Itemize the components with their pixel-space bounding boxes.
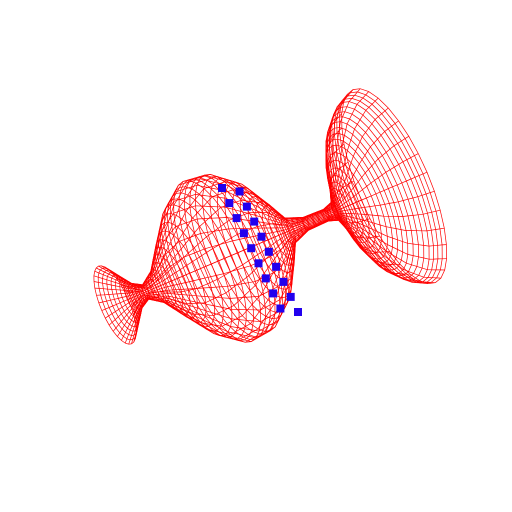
- mesh-meridian: [94, 143, 345, 292]
- marker-point: [279, 277, 288, 286]
- marker-point: [264, 247, 273, 256]
- marker-point: [239, 229, 248, 238]
- marker-point: [261, 274, 270, 283]
- mesh-meridian: [124, 153, 419, 293]
- marker-point: [254, 259, 263, 268]
- mesh-meridian: [93, 127, 343, 289]
- mesh-meridian: [128, 219, 429, 345]
- mesh-meridian: [94, 102, 344, 287]
- wireframe-mesh: [93, 88, 447, 345]
- marker-point: [242, 202, 251, 211]
- mesh-meridian: [101, 199, 362, 311]
- marker-point: [276, 304, 285, 313]
- marker-point: [272, 262, 281, 271]
- mesh-meridian: [96, 161, 349, 296]
- marker-point: [250, 217, 259, 226]
- marker-point: [269, 289, 278, 298]
- mesh-meridian: [93, 113, 342, 287]
- marker-point: [257, 232, 266, 241]
- marker-point: [218, 184, 226, 192]
- mesh-meridian: [130, 190, 435, 308]
- mesh-meridian: [112, 107, 389, 287]
- marker-point: [232, 214, 241, 223]
- mesh-meridian: [105, 213, 371, 319]
- marker-point: [225, 199, 234, 208]
- marker-point: [286, 292, 295, 301]
- mesh-meridian: [135, 216, 447, 329]
- marker-point: [247, 244, 256, 253]
- mesh-meridian: [135, 217, 447, 335]
- marker-point: [235, 187, 244, 196]
- marker-group: [218, 184, 302, 316]
- mesh-meridian: [112, 216, 390, 332]
- marker-point: [294, 308, 302, 316]
- mesh-meridian: [121, 219, 411, 341]
- mesh-meridian: [98, 180, 355, 304]
